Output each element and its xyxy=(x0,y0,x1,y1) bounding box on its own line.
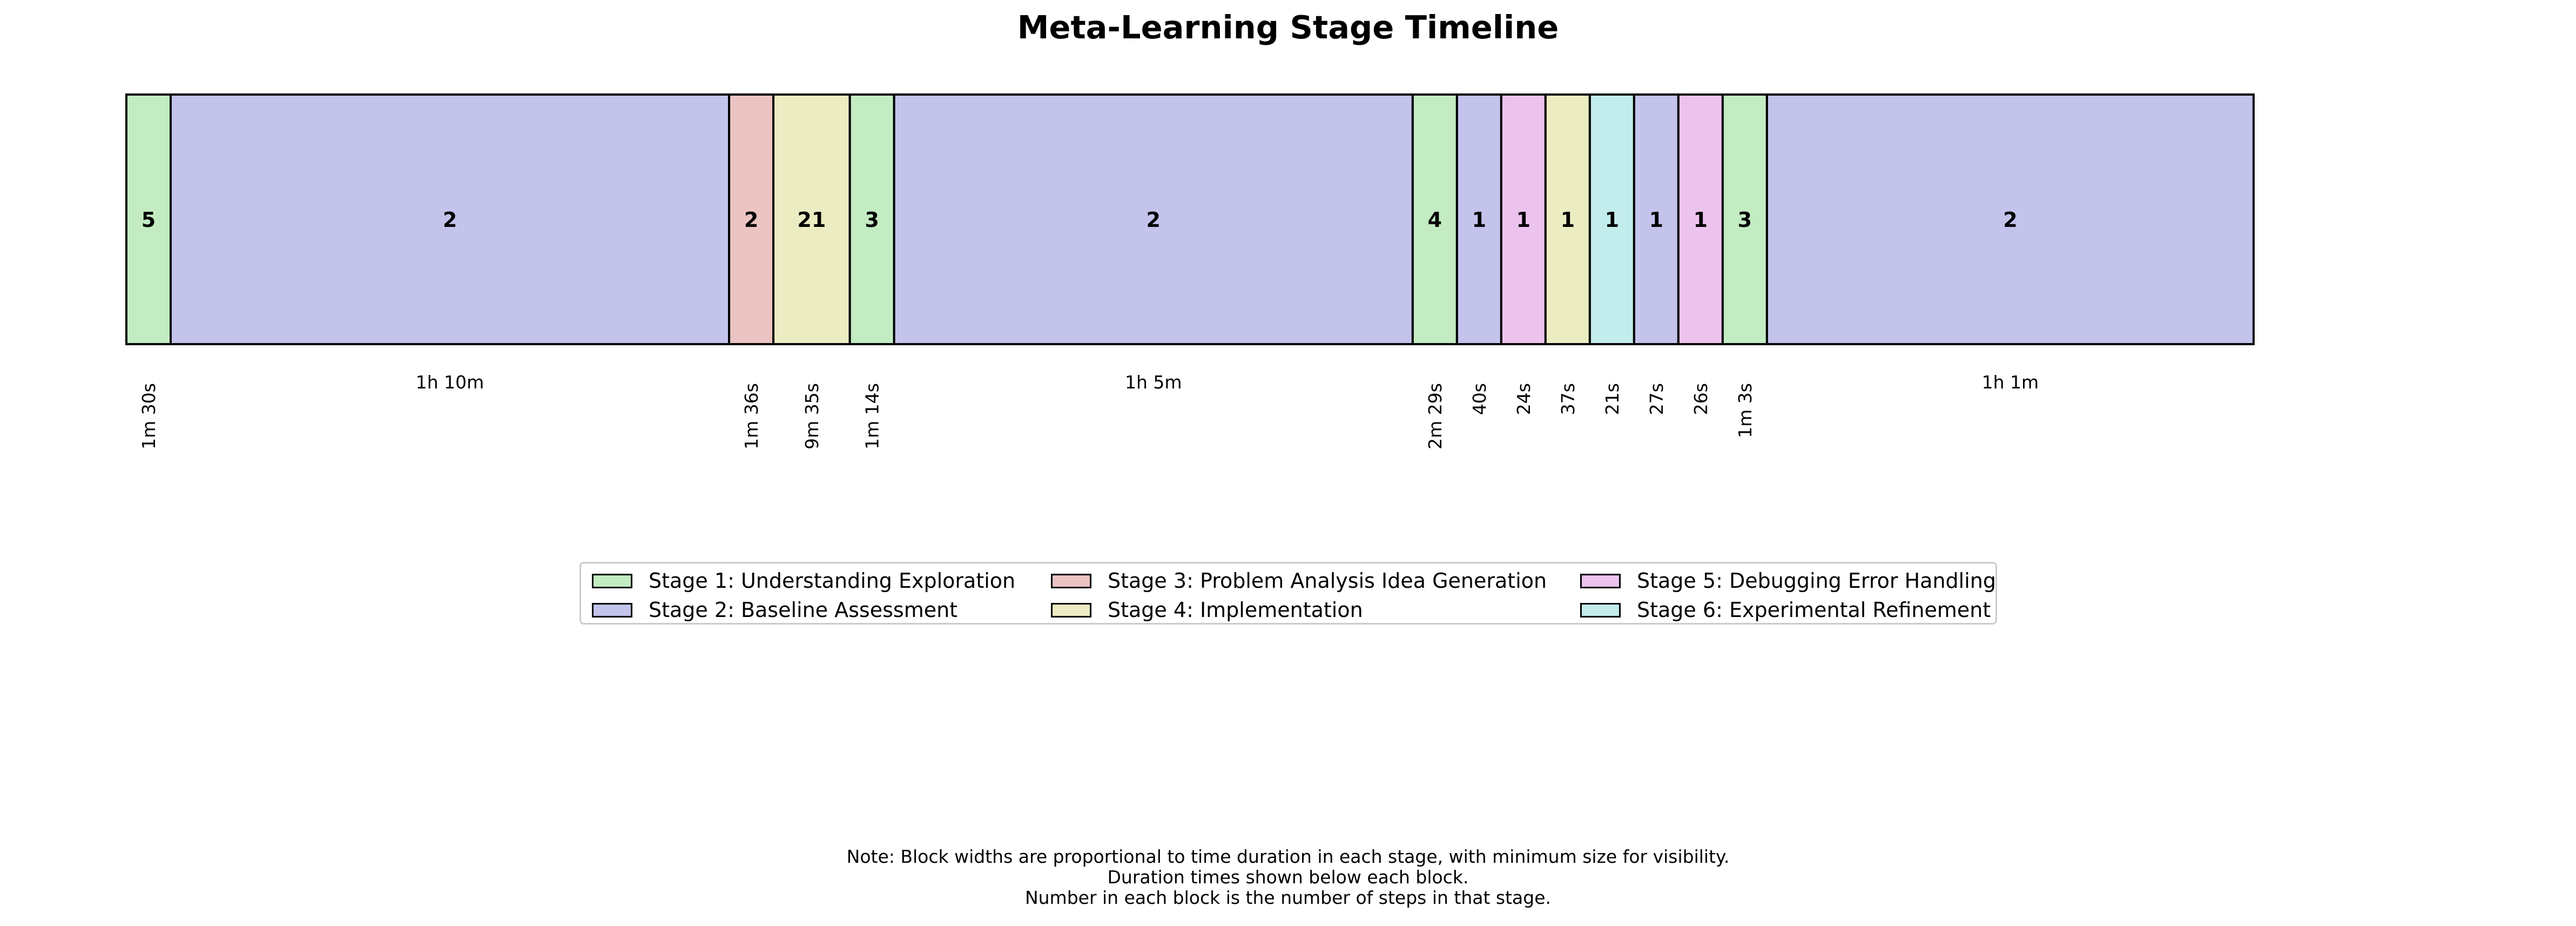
block-steps-label: 2 xyxy=(2003,208,2017,232)
legend-item-stage-4: Stage 4: Implementation xyxy=(1051,598,1363,622)
block-steps-label: 1 xyxy=(1516,208,1530,232)
block-duration-label: 26s xyxy=(1690,383,1711,415)
chart-title: Meta-Learning Stage Timeline xyxy=(1017,9,1559,46)
legend-item-stage-3: Stage 3: Problem Analysis Idea Generatio… xyxy=(1051,569,1547,593)
stage-block-14 xyxy=(1721,93,1768,345)
note-line: Duration times shown below each block. xyxy=(1107,867,1469,888)
block-duration-label: 1h 5m xyxy=(1125,372,1182,393)
block-steps-label: 5 xyxy=(141,208,156,232)
legend-swatch-stage-6 xyxy=(1580,602,1621,618)
stage-block-15 xyxy=(1765,93,2255,345)
block-steps-label: 1 xyxy=(1561,208,1575,232)
block-duration-label: 2m 29s xyxy=(1425,383,1446,449)
stage-block-3 xyxy=(728,93,775,345)
block-steps-label: 1 xyxy=(1605,208,1619,232)
note-line: Number in each block is the number of st… xyxy=(1024,887,1552,908)
legend-label: Stage 3: Problem Analysis Idea Generatio… xyxy=(1108,569,1547,593)
legend-swatch-stage-5 xyxy=(1580,573,1621,588)
block-steps-label: 3 xyxy=(1738,208,1752,232)
legend-label: Stage 5: Debugging Error Handling xyxy=(1637,569,1996,593)
legend-label: Stage 4: Implementation xyxy=(1108,598,1363,622)
stage-block-13 xyxy=(1677,93,1724,345)
block-duration-label: 40s xyxy=(1469,383,1490,415)
stage-block-8 xyxy=(1455,93,1502,345)
legend-swatch-stage-1 xyxy=(592,573,632,588)
legend-label: Stage 1: Understanding Exploration xyxy=(649,569,1016,593)
block-steps-label: 2 xyxy=(443,208,457,232)
block-duration-label: 37s xyxy=(1557,383,1579,415)
note-line: Note: Block widths are proportional to t… xyxy=(846,846,1730,867)
block-steps-label: 2 xyxy=(1147,208,1161,232)
legend-label: Stage 2: Baseline Assessment xyxy=(649,598,958,622)
block-steps-label: 21 xyxy=(797,208,826,232)
block-duration-label: 27s xyxy=(1646,383,1667,415)
stage-block-1 xyxy=(125,93,172,345)
block-duration-label: 1m 14s xyxy=(862,383,883,449)
block-steps-label: 1 xyxy=(1649,208,1663,232)
block-duration-label: 9m 35s xyxy=(801,383,822,449)
legend-swatch-stage-3 xyxy=(1051,573,1091,588)
stage-block-2 xyxy=(170,93,731,345)
block-steps-label: 1 xyxy=(1472,208,1486,232)
legend: Stage 1: Understanding Exploration Stage… xyxy=(579,562,1997,625)
legend-item-stage-5: Stage 5: Debugging Error Handling xyxy=(1580,569,1996,593)
legend-swatch-stage-2 xyxy=(592,602,632,618)
stage-block-4 xyxy=(772,93,851,345)
block-duration-label: 1h 10m xyxy=(416,372,484,393)
stage-block-11 xyxy=(1588,93,1635,345)
block-steps-label: 3 xyxy=(865,208,879,232)
block-steps-label: 4 xyxy=(1428,208,1442,232)
block-duration-label: 1m 3s xyxy=(1735,383,1756,438)
chart-note: Note: Block widths are proportional to t… xyxy=(0,847,2576,908)
legend-label: Stage 6: Experimental Refinement xyxy=(1637,598,1991,622)
stage-block-10 xyxy=(1544,93,1591,345)
block-duration-label: 1m 30s xyxy=(138,383,159,449)
block-duration-label: 24s xyxy=(1513,383,1534,415)
stage-block-12 xyxy=(1633,93,1680,345)
block-duration-label: 21s xyxy=(1602,383,1623,415)
legend-item-stage-1: Stage 1: Understanding Exploration xyxy=(592,569,1015,593)
legend-swatch-stage-4 xyxy=(1051,602,1091,618)
legend-item-stage-6: Stage 6: Experimental Refinement xyxy=(1580,598,1991,622)
stage-block-6 xyxy=(893,93,1414,345)
legend-item-stage-2: Stage 2: Baseline Assessment xyxy=(592,598,957,622)
block-duration-label: 1m 36s xyxy=(741,383,762,449)
block-duration-label: 1h 1m xyxy=(1982,372,2039,393)
stage-block-5 xyxy=(848,93,895,345)
stage-block-9 xyxy=(1500,93,1547,345)
block-steps-label: 2 xyxy=(744,208,758,232)
block-steps-label: 1 xyxy=(1694,208,1708,232)
